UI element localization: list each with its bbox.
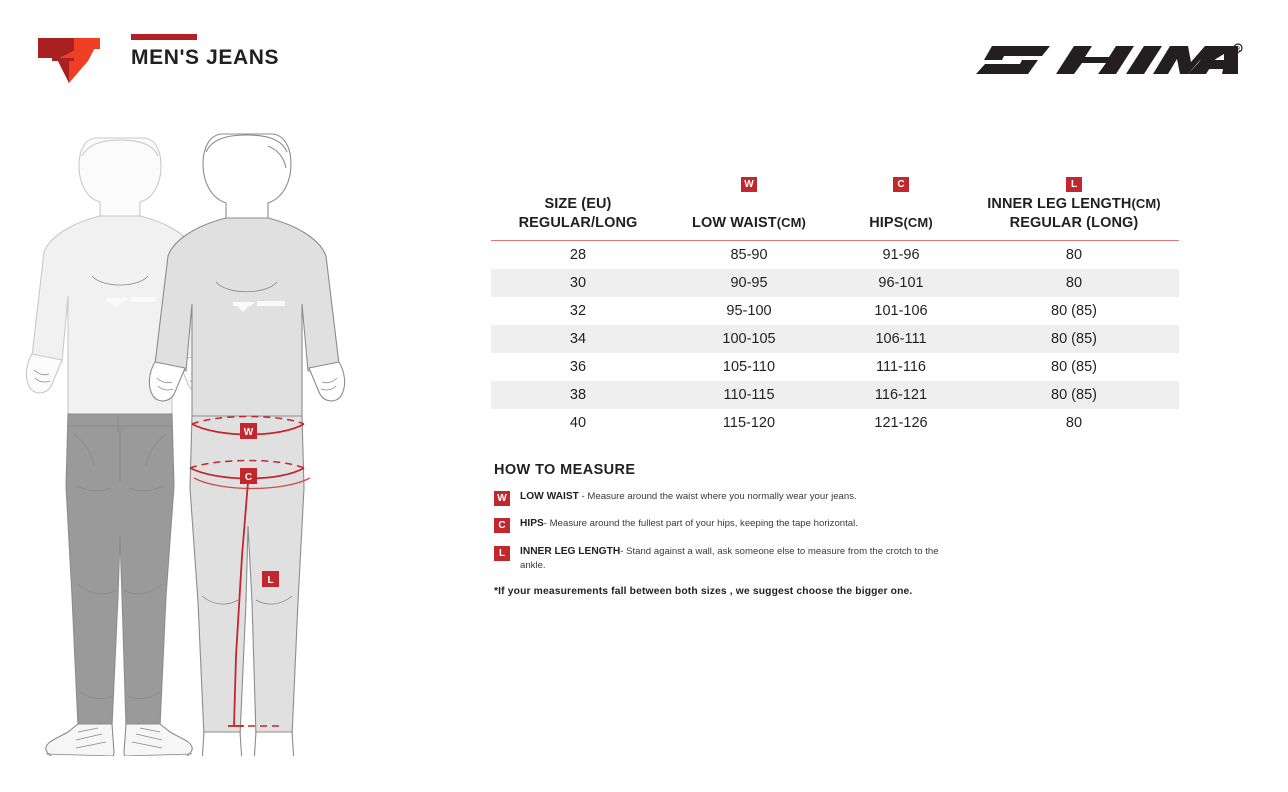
table-header-row: SIZE (EU) REGULAR/LONG LOW WAIST(CM) HIP… (491, 195, 1179, 242)
cell-size: 28 (569, 247, 587, 264)
inner-leg-length-marker: L (262, 571, 279, 587)
l-badge-icon: L (1066, 177, 1082, 192)
inner-leg-length-line (233, 481, 249, 727)
measure-separator: - (578, 491, 588, 502)
column-header-inner-leg: INNER LEG LENGTH(CM) REGULAR (LONG) (969, 195, 1179, 242)
shima-wordmark-logo-icon: R (976, 34, 1244, 86)
measure-text-low-waist: Measure around the waist where you norma… (587, 491, 857, 502)
svg-text:R: R (1236, 47, 1241, 53)
column-header-inner-leg-line2: REGULAR (LONG) (1009, 214, 1139, 231)
measure-term-hips: HIPS (520, 518, 544, 530)
measure-separator: - (543, 518, 550, 530)
cell-inner-leg: 80 (85) (1051, 359, 1097, 376)
table-row: 36 105-110 111-116 80 (85) (491, 353, 1179, 381)
cell-hips: 91-96 (882, 247, 920, 264)
badge-cell-low-waist: W (665, 172, 833, 195)
how-to-measure-title: HOW TO MEASURE (494, 462, 636, 478)
cell-hips: 96-101 (833, 269, 969, 298)
badge-cell-hips: C (833, 172, 969, 195)
svg-text:C: C (245, 472, 252, 483)
hips-lower-line (193, 477, 311, 490)
table-row: 34 100-105 106-111 80 (85) (491, 325, 1179, 354)
cell-hips: 121-126 (874, 415, 928, 432)
how-to-measure-section: HOW TO MEASURE W LOW WAIST - Measure aro… (494, 462, 964, 597)
column-header-hips-label: HIPS (869, 214, 904, 231)
page-header: MEN'S JEANS R (0, 0, 1288, 110)
cell-inner-leg: 80 (85) (969, 325, 1179, 354)
left-figure-with-jeans (25, 137, 215, 767)
table-row: 40 115-120 121-126 80 (491, 409, 1179, 437)
cell-hips: 116-121 (833, 381, 969, 410)
cell-hips: 111-116 (876, 359, 926, 376)
cell-low-waist: 100-105 (665, 325, 833, 354)
c-badge-icon: C (494, 518, 510, 534)
table-row: 32 95-100 101-106 80 (85) (491, 297, 1179, 325)
low-waist-marker: W (240, 423, 257, 439)
measure-item-hips: C HIPS- Measure around the fullest part … (494, 517, 964, 534)
cell-size: 40 (569, 415, 587, 432)
column-header-low-waist: LOW WAIST(CM) (665, 195, 833, 242)
cell-low-waist: 90-95 (665, 269, 833, 298)
cell-low-waist: 110-115 (665, 381, 833, 410)
measure-term-low-waist: LOW WAIST (520, 491, 579, 502)
badge-cell-inner-leg: L (969, 172, 1179, 195)
column-header-hips-unit: (CM) (903, 214, 933, 230)
cell-size: 38 (491, 381, 665, 410)
column-header-size-line2: REGULAR/LONG (518, 214, 638, 231)
cell-hips: 106-111 (833, 325, 969, 354)
cell-low-waist: 115-120 (722, 415, 776, 432)
column-header-hips: HIPS(CM) (833, 195, 969, 242)
badge-cell-empty (491, 172, 665, 195)
measure-item-low-waist: W LOW WAIST - Measure around the waist w… (494, 490, 964, 506)
w-badge-icon: W (741, 177, 757, 192)
cell-low-waist: 85-90 (730, 247, 768, 264)
page-title: MEN'S JEANS (131, 46, 280, 69)
mens-jeans-measurement-figures: .outline { fill:none; stroke:#8c8c8c; st… (22, 126, 392, 777)
table-row: 30 90-95 96-101 80 (491, 269, 1179, 298)
column-header-inner-leg-label: INNER LEG LENGTH (987, 196, 1132, 212)
table-badge-row: W C L (491, 172, 1179, 195)
shima-chevron-logo-icon (38, 36, 100, 84)
column-header-inner-leg-unit: (CM) (1131, 196, 1161, 211)
column-header-low-waist-unit: (CM) (776, 214, 806, 230)
cell-inner-leg: 80 (969, 269, 1179, 298)
cell-inner-leg: 80 (85) (1051, 303, 1097, 320)
w-badge-icon: W (494, 491, 510, 506)
size-table-body: 28 85-90 91-96 80 30 90-95 96-101 80 32 … (491, 241, 1179, 438)
cell-low-waist: 95-100 (726, 303, 772, 320)
cell-low-waist: 105-110 (722, 359, 776, 376)
table-row: 38 110-115 116-121 80 (85) (491, 381, 1179, 410)
cell-inner-leg: 80 (1065, 415, 1083, 432)
table-row: 28 85-90 91-96 80 (491, 241, 1179, 270)
measure-separator: - (620, 545, 627, 557)
measure-text-inner-leg-length: Stand against a wall, ask someone else t… (520, 545, 939, 572)
size-chart-table: W C L SIZE (EU) REGULAR/LONG LOW WAIST(C… (491, 172, 1179, 437)
hips-marker: C (240, 468, 257, 484)
l-badge-icon: L (494, 545, 510, 561)
measure-item-inner-leg-length: L INNER LEG LENGTH- Stand against a wall… (494, 545, 964, 573)
measure-term-inner-leg-length: INNER LEG LENGTH (520, 545, 621, 557)
cell-size: 30 (491, 269, 665, 298)
right-figure-with-measurements: W C L (148, 133, 346, 777)
measure-text-hips: Measure around the fullest part of your … (549, 518, 858, 530)
column-header-size: SIZE (EU) REGULAR/LONG (491, 195, 665, 242)
cell-inner-leg: 80 (1065, 247, 1083, 264)
title-accent-rule (131, 34, 197, 40)
column-header-size-line1: SIZE (EU) (544, 196, 612, 212)
c-badge-icon: C (893, 177, 909, 192)
svg-text:L: L (267, 575, 273, 586)
svg-text:W: W (244, 427, 254, 438)
cell-size: 32 (569, 303, 587, 320)
column-header-low-waist-label: LOW WAIST (692, 214, 777, 231)
cell-size: 36 (569, 359, 587, 376)
cell-size: 34 (491, 325, 665, 354)
measure-footnote: *If your measurements fall between both … (494, 586, 913, 598)
cell-inner-leg: 80 (85) (969, 381, 1179, 410)
cell-hips: 101-106 (874, 303, 928, 320)
